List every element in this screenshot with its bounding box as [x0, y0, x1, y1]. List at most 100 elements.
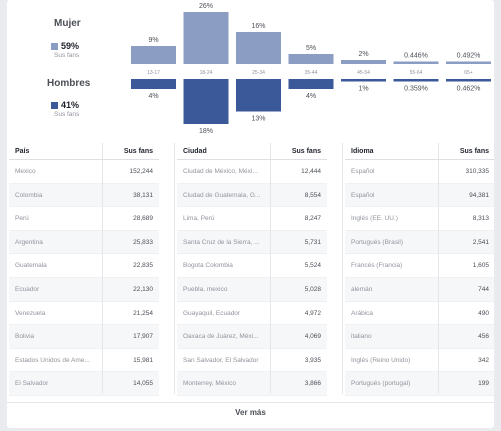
table-row: Colombia 38,131 — [9, 183, 159, 208]
table-row: El Salvador 14,055 — [9, 372, 159, 396]
women-bar-label: 9% — [148, 37, 158, 44]
country-name: Argentina — [15, 238, 43, 246]
country-table: País Sus fans Mexico 152,244 Colombia 38,131 P… — [9, 143, 159, 396]
men-bar — [393, 79, 439, 82]
women-bar-label: 0.492% — [457, 53, 481, 60]
column-divider — [102, 143, 103, 394]
men-bar — [131, 79, 176, 89]
men-bar — [446, 79, 491, 82]
fans-count: 5,731 — [304, 238, 321, 246]
country-name: Bolivia — [15, 333, 35, 341]
city-name: Ciudad de México, Méxi... — [183, 168, 258, 175]
men-sub: Sus fans — [54, 111, 80, 118]
fans-count: 8,247 — [304, 215, 321, 223]
age-range-label: 35-44 — [305, 70, 318, 76]
fans-count: 4,972 — [304, 309, 321, 317]
men-bar — [183, 79, 229, 124]
fans-count: 1,605 — [472, 262, 489, 270]
language-table-header: Idioma Sus fans — [345, 143, 494, 160]
table-row: Oaxaca de Juárez, Méxi... 4,069 — [177, 325, 327, 349]
country-name: Estados Unidos de Ame... — [15, 356, 90, 364]
fans-count: 3,866 — [304, 380, 321, 388]
city-name: Lima, Perú — [183, 215, 215, 223]
women-bar — [131, 46, 176, 64]
women-bar-label: 5% — [306, 45, 316, 52]
men-bar — [341, 79, 386, 82]
women-percent: 59% — [61, 41, 80, 51]
city-table: Ciudad Sus fans Ciudad de México, Méxi... 1… — [177, 143, 327, 396]
fans-count: 22,835 — [133, 262, 153, 270]
language-name: Español — [351, 168, 375, 175]
fans-count: 14,055 — [133, 380, 153, 388]
men-bar-label: 18% — [199, 128, 213, 135]
language-column-header[interactable]: Idioma — [351, 148, 374, 155]
age-range-label: 25-34 — [252, 70, 265, 76]
country-name: Mexico — [15, 168, 36, 175]
city-name: Ciudad de Guatemala, G... — [183, 191, 261, 199]
table-row: Español 310,335 — [345, 160, 494, 184]
women-bar-label: 0.446% — [404, 53, 428, 60]
women-bar — [446, 61, 491, 64]
fans-count: 744 — [478, 285, 489, 293]
city-name: San Salvador, El Salvador — [183, 356, 259, 364]
men-bar — [288, 79, 334, 89]
column-divider — [342, 143, 343, 394]
table-row: Santa Cruz de la Sierra, ... 5,731 — [177, 230, 327, 255]
fans-count: 15,981 — [133, 356, 153, 364]
women-bar — [341, 60, 386, 64]
fans-count: 8,313 — [472, 215, 489, 223]
men-bar-label: 13% — [251, 116, 265, 123]
men-bar-label: 1% — [358, 86, 368, 93]
city-name: Guayaquil, Ecuador — [183, 309, 241, 317]
fans-demographics-card: Mujer 59% Sus fans Hombres 41% Sus fans … — [7, 0, 494, 428]
women-sub: Sus fans — [54, 52, 80, 59]
fans-count: 456 — [478, 333, 489, 341]
women-bar — [183, 12, 229, 64]
men-bar-label: 0.359% — [404, 86, 428, 93]
fans-column-header[interactable]: Sus fans — [459, 148, 489, 155]
table-row: Argentina 25,833 — [9, 230, 159, 255]
table-row: alemán 744 — [345, 277, 494, 302]
table-row: Guayaquil, Ecuador 4,972 — [177, 302, 327, 326]
table-row: San Salvador, El Salvador 3,935 — [177, 349, 327, 373]
language-name: italiano — [351, 333, 372, 341]
city-column-header[interactable]: Ciudad — [183, 148, 207, 155]
country-name: El Salvador — [15, 380, 49, 388]
city-name: Oaxaca de Juárez, Méxi... — [183, 333, 259, 341]
fans-count: 94,381 — [469, 191, 489, 199]
women-title: Mujer — [54, 18, 81, 29]
language-name: Portugués (portugal) — [351, 380, 411, 388]
fans-count: 490 — [478, 309, 489, 317]
fans-count: 17,907 — [133, 333, 153, 341]
fans-count: 199 — [478, 380, 489, 388]
fans-column-header[interactable]: Sus fans — [291, 148, 321, 155]
country-name: Colombia — [15, 191, 43, 199]
table-row: Ciudad de México, Méxi... 12,444 — [177, 160, 327, 184]
country-column-header[interactable]: País — [15, 148, 30, 155]
men-bar — [236, 79, 281, 112]
language-name: Inglés (EE. UU.) — [351, 215, 398, 223]
country-name: Perú — [15, 215, 29, 223]
fans-count: 12,444 — [301, 168, 321, 175]
fans-column-header[interactable]: Sus fans — [123, 148, 153, 155]
city-name: Monterrey, México — [183, 380, 236, 388]
women-swatch-icon — [51, 43, 58, 50]
see-more-button[interactable]: Ver más — [7, 402, 494, 422]
table-row: Lima, Perú 8,247 — [177, 207, 327, 231]
table-row: Portugués (portugal) 199 — [345, 372, 494, 396]
table-row: italiano 456 — [345, 325, 494, 349]
fans-count: 2,541 — [472, 238, 489, 246]
column-divider — [270, 143, 271, 394]
fans-count: 310,335 — [465, 168, 490, 175]
fans-count: 38,131 — [133, 191, 153, 199]
column-divider — [174, 143, 175, 394]
city-name: Puebla, mexico — [183, 285, 228, 293]
men-bar-label: 4% — [148, 93, 158, 100]
age-gender-chart: 9% 4% 13-17 26% 18% 18-24 16% 13% 25-34 5% 4% 35-44… — [131, 3, 491, 135]
fans-count: 5,028 — [304, 285, 321, 293]
language-name: alemán — [351, 285, 373, 293]
fans-count: 3,935 — [304, 356, 321, 364]
fans-count: 4,069 — [304, 333, 321, 341]
language-name: Arábica — [351, 309, 374, 317]
fans-count: 8,554 — [304, 191, 321, 199]
